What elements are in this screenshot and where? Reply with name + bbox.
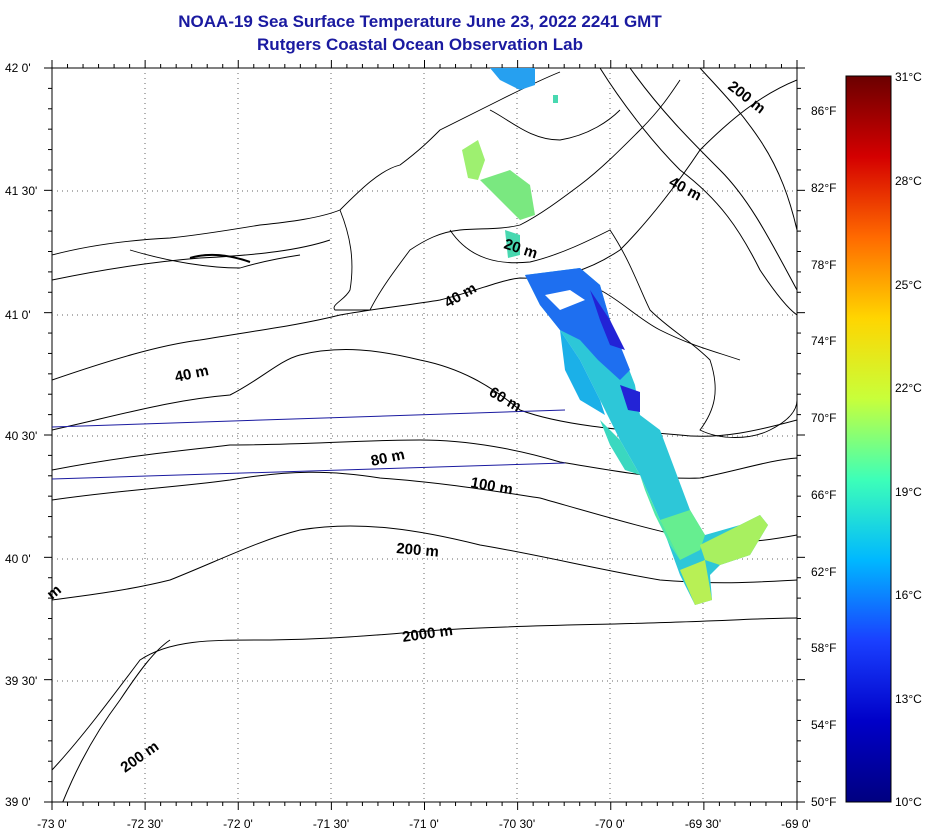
- lat-tick-label: 41 30': [5, 184, 37, 198]
- longitude-axis: -73 0' -72 30' -72 0' -71 30' -71 0' -70…: [37, 817, 811, 831]
- map-subtitle: Rutgers Coastal Ocean Observation Lab: [257, 35, 583, 54]
- coastline: [52, 71, 797, 438]
- fahrenheit-label: 54°F: [811, 718, 836, 732]
- map-frame: [51, 67, 798, 803]
- lon-tick-label: -72 30': [127, 817, 163, 831]
- fahrenheit-label: 62°F: [811, 565, 836, 579]
- map-grid: [52, 68, 797, 802]
- lon-tick-label: -73 0': [37, 817, 67, 831]
- lat-tick-label: 42 0': [5, 61, 31, 75]
- celsius-label: 22°C: [895, 381, 922, 395]
- contour-label: 2000 m: [401, 622, 454, 646]
- fahrenheit-label: 50°F: [811, 795, 836, 809]
- lon-tick-label: -70 0': [595, 817, 625, 831]
- contour-label: 40 m: [173, 362, 210, 386]
- colorbar: [845, 75, 892, 803]
- lon-tick-label: -72 0': [223, 817, 253, 831]
- fahrenheit-label: 70°F: [811, 411, 836, 425]
- lon-tick-label: -69 30': [685, 817, 721, 831]
- fahrenheit-label: 66°F: [811, 488, 836, 502]
- celsius-axis: 31°C 28°C 25°C 22°C 19°C 16°C 13°C 10°C: [895, 70, 922, 809]
- celsius-label: 10°C: [895, 795, 922, 809]
- lon-tick-label: -70 30': [499, 817, 535, 831]
- axis-ticks: [44, 60, 805, 810]
- celsius-label: 28°C: [895, 174, 922, 188]
- fahrenheit-label: 74°F: [811, 334, 836, 348]
- celsius-label: 16°C: [895, 588, 922, 602]
- lat-tick-label: 39 30': [5, 674, 37, 688]
- contour-label: 80 m: [369, 446, 406, 470]
- fahrenheit-axis: 86°F 82°F 78°F 74°F 70°F 66°F 62°F 58°F …: [811, 104, 836, 809]
- fahrenheit-label: 86°F: [811, 104, 836, 118]
- fahrenheit-label: 82°F: [811, 181, 836, 195]
- sst-swath: [462, 68, 768, 605]
- celsius-label: 25°C: [895, 278, 922, 292]
- contour-label: 200 m: [396, 540, 440, 561]
- lon-tick-label: -71 30': [313, 817, 349, 831]
- celsius-label: 19°C: [895, 485, 922, 499]
- lat-tick-label: 39 0': [5, 795, 31, 809]
- lat-tick-label: 40 30': [5, 429, 37, 443]
- lon-tick-label: -71 0': [409, 817, 439, 831]
- transect-lines: [52, 409, 566, 480]
- fahrenheit-label: 78°F: [811, 258, 836, 272]
- fahrenheit-label: 58°F: [811, 641, 836, 655]
- lon-tick-label: -69 0': [781, 817, 811, 831]
- celsius-label: 13°C: [895, 692, 922, 706]
- latitude-axis: 42 0' 41 30' 41 0' 40 30' 40 0' 39 30' 3…: [5, 61, 37, 809]
- map-title: NOAA-19 Sea Surface Temperature June 23,…: [178, 12, 662, 31]
- lat-tick-label: 40 0': [5, 552, 31, 566]
- lat-tick-label: 41 0': [5, 308, 31, 322]
- bathymetry-contours: [52, 68, 797, 802]
- celsius-label: 31°C: [895, 70, 922, 84]
